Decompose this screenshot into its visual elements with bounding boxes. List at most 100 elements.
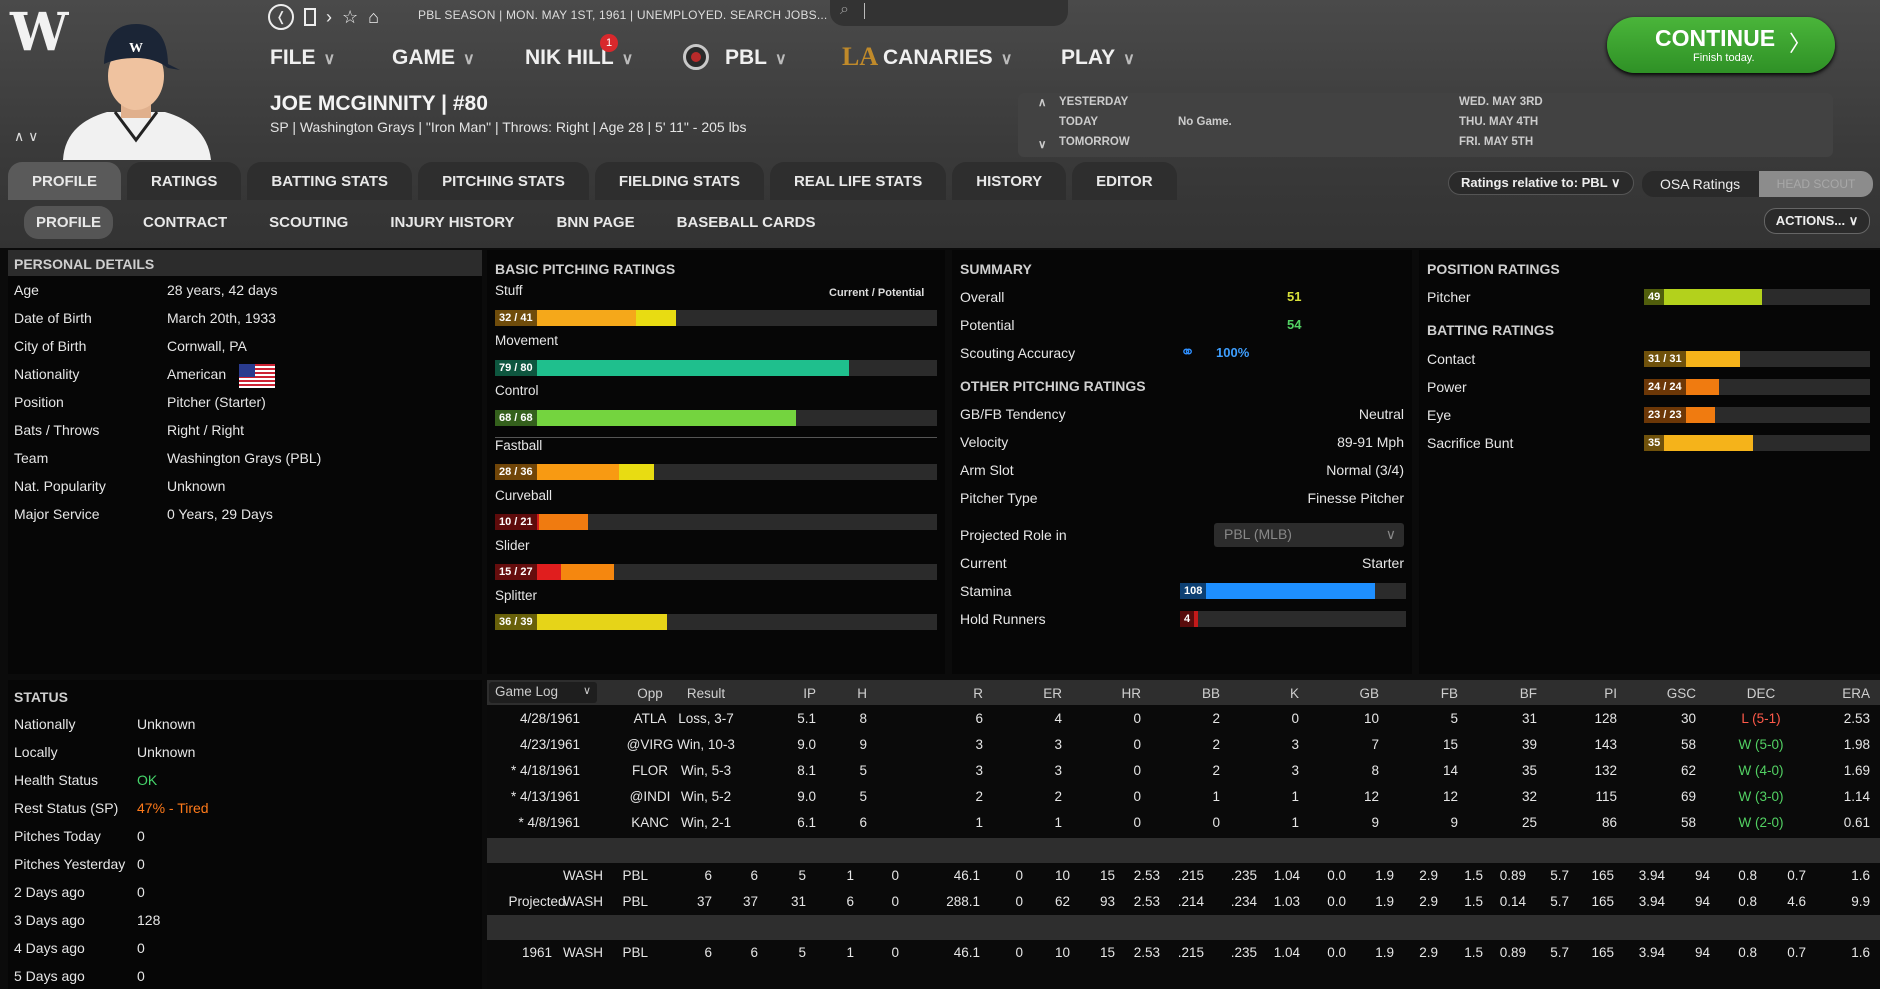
gamelog-date: * 4/13/1961 <box>510 789 580 804</box>
gamelog-cell: W (2-0) <box>1738 815 1784 830</box>
player-nav-arrows[interactable]: ∧ ∨ <box>14 128 39 144</box>
rating-value: 15 / 27 <box>495 564 537 580</box>
star-icon[interactable]: ☆ <box>342 6 359 27</box>
season-cell: 2.9 <box>1419 894 1438 909</box>
pastyears-cell: 1.6 <box>1851 945 1870 960</box>
subtab-contract[interactable]: CONTRACT <box>143 214 228 231</box>
cal-yesterday: YESTERDAY <box>1059 96 1129 108</box>
gamelog-cell: 12 <box>1363 789 1379 804</box>
gamelog-cell: @INDI <box>629 789 671 804</box>
status-value: 0 <box>137 940 145 956</box>
gamelog-cell: 0.61 <box>1843 815 1870 830</box>
gamelog-col-header[interactable]: PI <box>1604 686 1617 701</box>
app-logo[interactable]: W <box>10 2 69 63</box>
gamelog-col-header[interactable]: IP <box>803 686 816 701</box>
current-role-value: Starter <box>1361 555 1404 571</box>
divider <box>495 437 937 438</box>
tab-pitching-stats[interactable]: PITCHING STATS <box>418 162 589 200</box>
gamelog-cell: 2 <box>1212 763 1220 778</box>
detail-value: Washington Grays (PBL) <box>167 450 322 466</box>
gamelog-col-header[interactable]: H <box>857 686 867 701</box>
continue-button[interactable]: CONTINUE Finish today. 〉 <box>1607 17 1835 73</box>
gamelog-col-header[interactable]: Opp <box>637 686 663 701</box>
season-cell: 3.94 <box>1638 894 1665 909</box>
actions-button[interactable]: ACTIONS... ∨ <box>1764 208 1870 234</box>
tab-fielding-stats[interactable]: FIELDING STATS <box>594 162 764 200</box>
gamelog-cell: 115 <box>1595 789 1617 804</box>
subtab-injury-history[interactable]: INJURY HISTORY <box>390 214 515 231</box>
gamelog-cell: 0 <box>1212 815 1220 830</box>
tab-profile[interactable]: PROFILE <box>8 162 122 200</box>
menu-game[interactable]: GAME ∨ <box>392 46 475 70</box>
season-cell: 0 <box>1015 894 1023 909</box>
gamelog-col-header[interactable]: ER <box>1043 686 1062 701</box>
subtab-profile[interactable]: PROFILE <box>24 206 114 239</box>
gamelog-col-header[interactable]: GB <box>1359 686 1379 701</box>
gamelog-col-header[interactable]: GSC <box>1666 686 1696 701</box>
gamelog-col-header[interactable]: HR <box>1121 686 1142 701</box>
chevron-down-icon[interactable]: ∨ <box>1038 139 1047 151</box>
pastyears-cell: 0 <box>1015 945 1023 960</box>
gamelog-cell: 6 <box>975 711 983 726</box>
season-cell: PBL <box>622 868 648 883</box>
gamelog-cell: 3 <box>975 763 983 778</box>
detail-label: Major Service <box>14 506 100 522</box>
pastyears-header <box>487 915 1880 940</box>
schedule-panel: ∧ YESTERDAY TODAY No Game. ∨ TOMORROW WE… <box>1018 93 1833 157</box>
gamelog-col-header[interactable]: BF <box>1519 686 1537 701</box>
pastyears-cell: 3.94 <box>1638 945 1665 960</box>
projected-role-select[interactable]: PBL (MLB) ∨ <box>1214 523 1404 547</box>
osa-ratings-toggle[interactable]: OSA Ratings <box>1642 171 1759 197</box>
menu-league[interactable]: PBL ∨ <box>725 46 787 70</box>
personal-details-title: PERSONAL DETAILS <box>8 250 482 276</box>
position-ratings-title: POSITION RATINGS <box>1427 261 1560 277</box>
player-name: JOE MCGINNITY | #80 <box>270 92 488 115</box>
detail-value: Unknown <box>167 478 226 494</box>
gamelog-select-value: Game Log <box>495 684 559 699</box>
subtab-bnn-page[interactable]: BNN PAGE <box>556 214 635 231</box>
back-icon[interactable]: ❬ <box>268 4 294 30</box>
season-cell: 1.03 <box>1273 894 1300 909</box>
pitcher-rating-value: 49 <box>1644 289 1665 305</box>
season-cell: 2.53 <box>1133 868 1160 883</box>
gamelog-col-header[interactable]: BB <box>1201 686 1220 701</box>
tab-editor[interactable]: EDITOR <box>1072 162 1177 200</box>
home-icon[interactable]: ⌂ <box>368 6 380 27</box>
status-value: 0 <box>137 968 145 984</box>
pastyears-cell: 2.9 <box>1419 945 1438 960</box>
gamelog-col-header[interactable]: DEC <box>1746 686 1776 701</box>
gamelog-col-header[interactable]: Result <box>686 686 726 701</box>
pastyears-cell: 2.53 <box>1133 945 1160 960</box>
chevron-down-icon: ∨ <box>775 51 787 68</box>
season-cell: 31 <box>790 894 806 909</box>
tab-real-life-stats[interactable]: REAL LIFE STATS <box>769 162 947 200</box>
head-scout-toggle[interactable]: HEAD SCOUT <box>1759 171 1873 197</box>
breadcrumb[interactable]: PBL SEASON | MON. MAY 1ST, 1961 | UNEMPL… <box>418 8 828 22</box>
menu-play[interactable]: PLAY ∨ <box>1061 46 1135 70</box>
svg-text:W: W <box>129 41 143 56</box>
subtab-scouting[interactable]: SCOUTING <box>269 214 349 231</box>
season-cell: 0.14 <box>1499 894 1526 909</box>
subtab-baseball-cards[interactable]: BASEBALL CARDS <box>676 214 816 231</box>
gamelog-cell: 3 <box>1054 763 1062 778</box>
menu-file[interactable]: FILE ∨ <box>270 46 335 70</box>
forward-icon[interactable]: › <box>326 6 332 27</box>
gamelog-cell: 8.1 <box>797 763 816 778</box>
tab-history[interactable]: HISTORY <box>952 162 1067 200</box>
gamelog-cell: 1 <box>1054 815 1062 830</box>
ratings-relative-select[interactable]: Ratings relative to: PBL ∨ <box>1448 171 1634 195</box>
page-icon[interactable] <box>304 8 316 26</box>
menu-team[interactable]: CANARIES ∨ <box>883 46 1012 70</box>
season-cell: 94 <box>1694 868 1710 883</box>
gamelog-select[interactable]: Game Log ∨ <box>489 682 597 703</box>
gamelog-col-header[interactable]: FB <box>1440 686 1458 701</box>
gamelog-col-header[interactable]: R <box>973 686 983 701</box>
tab-batting-stats[interactable]: BATTING STATS <box>247 162 413 200</box>
tab-ratings[interactable]: RATINGS <box>127 162 242 200</box>
chevron-down-icon: ∨ <box>1123 51 1135 68</box>
menu-manager[interactable]: NIK HILL ∨ <box>525 46 633 70</box>
gamelog-col-header[interactable]: ERA <box>1842 686 1870 701</box>
chevron-up-icon[interactable]: ∧ <box>1038 97 1047 109</box>
gamelog-col-header[interactable]: K <box>1289 686 1299 701</box>
search-input[interactable]: ⌕ <box>830 0 1068 26</box>
